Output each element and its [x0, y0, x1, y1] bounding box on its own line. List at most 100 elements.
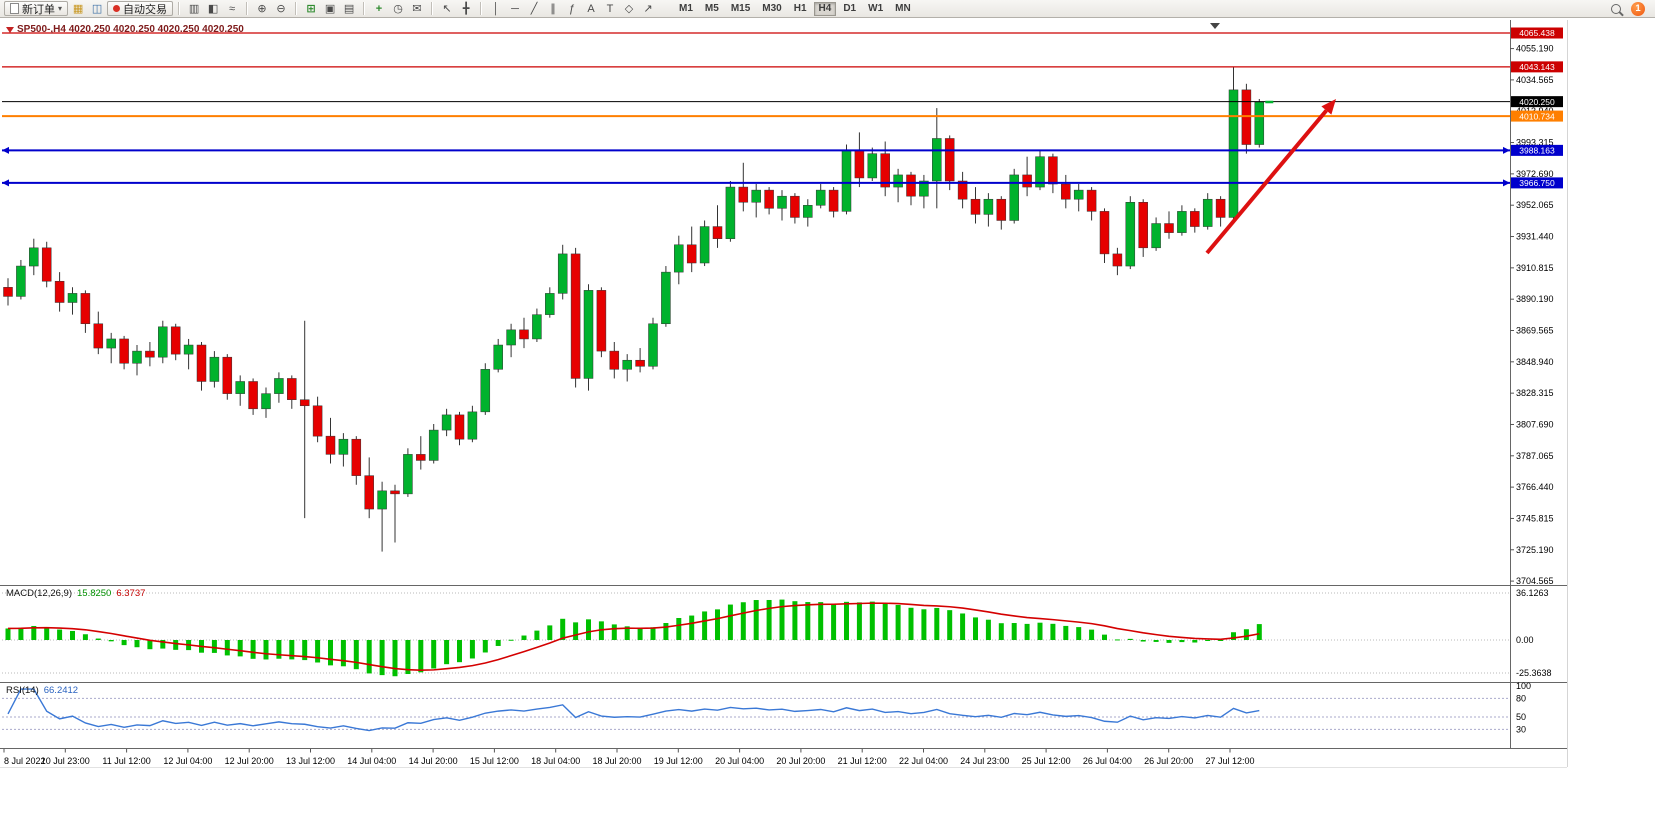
- timeframe-m1[interactable]: M1: [674, 2, 698, 16]
- svg-text:100: 100: [1516, 681, 1531, 691]
- svg-text:3787.065: 3787.065: [1516, 451, 1554, 461]
- svg-text:11 Jul 12:00: 11 Jul 12:00: [102, 756, 150, 766]
- shapes-tool-icon[interactable]: ◇: [624, 2, 634, 15]
- arrange-windows-icon[interactable]: ▤: [343, 2, 355, 15]
- svg-text:8 Jul 2022: 8 Jul 2022: [4, 756, 46, 766]
- new-chart-icon[interactable]: ▦: [72, 2, 84, 15]
- svg-text:3766.440: 3766.440: [1516, 482, 1554, 492]
- toolbar-separator: [363, 2, 366, 15]
- search-icon[interactable]: [1611, 3, 1621, 14]
- svg-text:20 Jul 20:00: 20 Jul 20:00: [776, 756, 825, 766]
- svg-text:3828.315: 3828.315: [1516, 388, 1554, 398]
- svg-text:25 Jul 12:00: 25 Jul 12:00: [1022, 756, 1071, 766]
- candlestick-chart-icon[interactable]: ◧: [207, 2, 219, 15]
- new-order-button[interactable]: 新订单 ▾: [4, 1, 69, 16]
- toolbar-right: 1: [1611, 1, 1651, 16]
- svg-text:4020.250: 4020.250: [1519, 97, 1555, 107]
- timeframe-d1[interactable]: D1: [838, 2, 861, 16]
- text-tool-icon[interactable]: T: [606, 2, 614, 15]
- svg-text:3993.315: 3993.315: [1516, 138, 1554, 148]
- trend-arrow[interactable]: [1205, 99, 1336, 255]
- cursor-tool-icon[interactable]: ↖: [442, 2, 452, 15]
- profiles-icon[interactable]: ◫: [91, 2, 103, 15]
- svg-text:14 Jul 20:00: 14 Jul 20:00: [409, 756, 458, 766]
- andrews-tool-icon[interactable]: A: [587, 2, 595, 15]
- zoom-out-icon[interactable]: ⊖: [276, 2, 286, 15]
- timeframe-h4[interactable]: H4: [813, 1, 837, 16]
- tile-windows-icon[interactable]: ⊞: [306, 2, 316, 15]
- new-order-icon: [10, 3, 19, 14]
- notification-badge[interactable]: 1: [1631, 1, 1645, 16]
- svg-text:3807.690: 3807.690: [1516, 419, 1554, 429]
- svg-text:18 Jul 20:00: 18 Jul 20:00: [592, 756, 641, 766]
- auto-trading-icon: [113, 5, 121, 12]
- svg-text:13 Jul 12:00: 13 Jul 12:00: [286, 756, 335, 766]
- line-chart-icon[interactable]: ≈: [228, 2, 236, 15]
- horizontal-line-tool-icon[interactable]: ─: [511, 2, 519, 15]
- svg-text:50: 50: [1516, 712, 1526, 722]
- svg-text:3966.750: 3966.750: [1519, 178, 1555, 188]
- svg-text:3910.815: 3910.815: [1516, 263, 1554, 273]
- svg-text:19 Jul 12:00: 19 Jul 12:00: [654, 756, 703, 766]
- bar-chart-icon[interactable]: ▥: [188, 2, 200, 15]
- svg-text:30: 30: [1516, 724, 1526, 734]
- channel-tool-icon[interactable]: ∥: [550, 2, 556, 15]
- toolbar-separator: [431, 2, 434, 15]
- auto-trading-button[interactable]: 自动交易: [107, 1, 174, 16]
- svg-text:3972.690: 3972.690: [1516, 169, 1554, 179]
- arrow-tool-icon[interactable]: ↗: [643, 2, 653, 15]
- auto-trading-label: 自动交易: [123, 3, 168, 16]
- svg-text:3890.190: 3890.190: [1516, 294, 1554, 304]
- panel-frame: [0, 20, 1568, 768]
- timeframe-m30[interactable]: M30: [757, 2, 786, 16]
- caret-down-icon: ▾: [58, 4, 63, 13]
- svg-text:36.1263: 36.1263: [1516, 588, 1549, 598]
- svg-text:18 Jul 04:00: 18 Jul 04:00: [531, 756, 580, 766]
- svg-text:80: 80: [1516, 693, 1526, 703]
- horizontal-lines[interactable]: [2, 32, 1510, 187]
- svg-text:-25.3638: -25.3638: [1516, 668, 1552, 678]
- svg-text:3725.190: 3725.190: [1516, 545, 1554, 555]
- timeframe-w1[interactable]: W1: [863, 2, 888, 16]
- svg-text:20 Jul 04:00: 20 Jul 04:00: [715, 756, 764, 766]
- vertical-line-tool-icon[interactable]: │: [492, 2, 500, 15]
- timeframe-mn[interactable]: MN: [890, 2, 916, 16]
- trendline-tool-icon[interactable]: ╱: [530, 2, 538, 15]
- svg-text:4065.438: 4065.438: [1519, 28, 1555, 38]
- macd-panel: 36.1263 0.00 -25.3638: [2, 588, 1552, 678]
- price-axis[interactable]: 4055.1904034.5654013.9403993.3153972.690…: [1510, 44, 1554, 587]
- templates-icon[interactable]: ✉: [412, 2, 422, 15]
- svg-text:4055.190: 4055.190: [1516, 44, 1554, 54]
- svg-text:4034.565: 4034.565: [1516, 75, 1554, 85]
- cascade-windows-icon[interactable]: ▣: [324, 2, 336, 15]
- svg-text:21 Jul 12:00: 21 Jul 12:00: [838, 756, 887, 766]
- svg-text:3848.940: 3848.940: [1516, 357, 1554, 367]
- svg-text:26 Jul 20:00: 26 Jul 20:00: [1144, 756, 1193, 766]
- svg-text:3704.565: 3704.565: [1516, 576, 1554, 586]
- timeframe-m5[interactable]: M5: [700, 2, 724, 16]
- price-badges: 4065.438 4043.143 4010.734 3988.163 3966.750…: [1511, 27, 1563, 189]
- period-icon[interactable]: ◷: [393, 2, 403, 15]
- svg-text:4043.143: 4043.143: [1519, 62, 1555, 72]
- svg-text:12 Jul 04:00: 12 Jul 04:00: [163, 756, 212, 766]
- svg-text:24 Jul 23:00: 24 Jul 23:00: [960, 756, 1009, 766]
- svg-text:0.00: 0.00: [1516, 635, 1534, 645]
- svg-text:3869.565: 3869.565: [1516, 325, 1554, 335]
- svg-text:3988.163: 3988.163: [1519, 146, 1555, 156]
- zoom-in-icon[interactable]: ⊕: [257, 2, 267, 15]
- crosshair-tool-icon[interactable]: ╋: [462, 2, 470, 15]
- svg-text:4010.734: 4010.734: [1519, 111, 1555, 121]
- svg-text:27 Jul 12:00: 27 Jul 12:00: [1205, 756, 1254, 766]
- svg-text:22 Jul 04:00: 22 Jul 04:00: [899, 756, 948, 766]
- svg-text:15 Jul 12:00: 15 Jul 12:00: [470, 756, 519, 766]
- svg-text:12 Jul 20:00: 12 Jul 20:00: [225, 756, 274, 766]
- fibonacci-tool-icon[interactable]: ƒ: [568, 2, 576, 15]
- add-indicator-icon[interactable]: +: [375, 2, 383, 15]
- toolbar: 新订单 ▾ ▦ ◫ 自动交易 ▥ ◧ ≈ ⊕ ⊖ ⊞ ▣ ▤ + ◷ ✉ ↖ ╋…: [0, 0, 1655, 18]
- timeframe-h1[interactable]: H1: [789, 2, 812, 16]
- timeframe-m15[interactable]: M15: [726, 2, 755, 16]
- toolbar-separator: [246, 2, 249, 15]
